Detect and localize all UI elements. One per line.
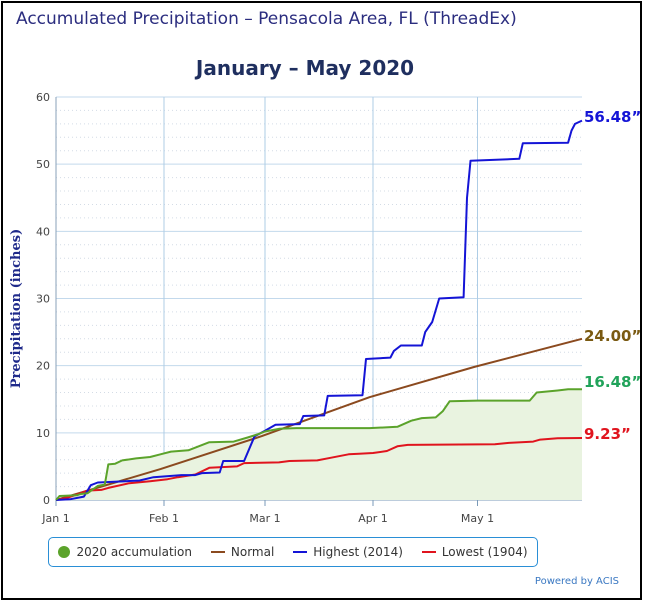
legend-item-normal[interactable]: Normal xyxy=(210,545,275,559)
legend-line-icon xyxy=(421,551,436,553)
series-line-highest xyxy=(55,119,583,501)
legend-label-2020: 2020 accumulation xyxy=(76,545,192,559)
series-2020-area xyxy=(56,389,582,500)
y-tick-label: 30 xyxy=(36,293,50,306)
series-line-lowest xyxy=(55,437,583,501)
y-tick-label: 40 xyxy=(36,225,50,238)
x-tick-label: Mar 1 xyxy=(249,512,280,525)
end-value-label-accum2020: 16.48” xyxy=(584,373,641,391)
x-tick-label: Jan 1 xyxy=(41,512,69,525)
legend-item-highest[interactable]: Highest (2014) xyxy=(293,545,403,559)
series-line-accum2020 xyxy=(55,388,582,501)
legend-item-lowest[interactable]: Lowest (1904) xyxy=(421,545,528,559)
legend-item-2020[interactable]: 2020 accumulation xyxy=(58,545,192,559)
legend-dot-icon xyxy=(58,546,71,558)
y-tick-label: 20 xyxy=(36,360,50,373)
y-tick-label: 0 xyxy=(43,494,50,507)
legend-label-highest: Highest (2014) xyxy=(313,545,403,559)
y-axis-title: Precipitation (inches) xyxy=(9,229,24,388)
x-tick-label: Feb 1 xyxy=(149,512,179,525)
y-tick-label: 50 xyxy=(36,158,50,171)
chart-subtitle: January – May 2020 xyxy=(195,56,415,80)
series-line-normal xyxy=(55,337,583,501)
chart-title: Accumulated Precipitation – Pensacola Ar… xyxy=(16,9,517,29)
x-tick-label: Apr 1 xyxy=(358,512,388,525)
legend-line-icon xyxy=(210,551,225,553)
legend-line-icon xyxy=(293,551,308,553)
end-value-label-lowest: 9.23” xyxy=(584,425,631,443)
x-tick-label: May 1 xyxy=(461,512,494,525)
chart-legend: 2020 accumulation Normal Highest (2014) … xyxy=(48,537,538,567)
legend-label-lowest: Lowest (1904) xyxy=(441,545,528,559)
end-value-label-highest: 56.48” xyxy=(584,108,641,126)
y-tick-label: 10 xyxy=(36,427,50,440)
end-value-label-normal: 24.00” xyxy=(584,327,641,345)
y-tick-label: 60 xyxy=(36,91,50,104)
credit-link[interactable]: Powered by ACIS xyxy=(534,576,619,587)
legend-label-normal: Normal xyxy=(230,545,275,559)
